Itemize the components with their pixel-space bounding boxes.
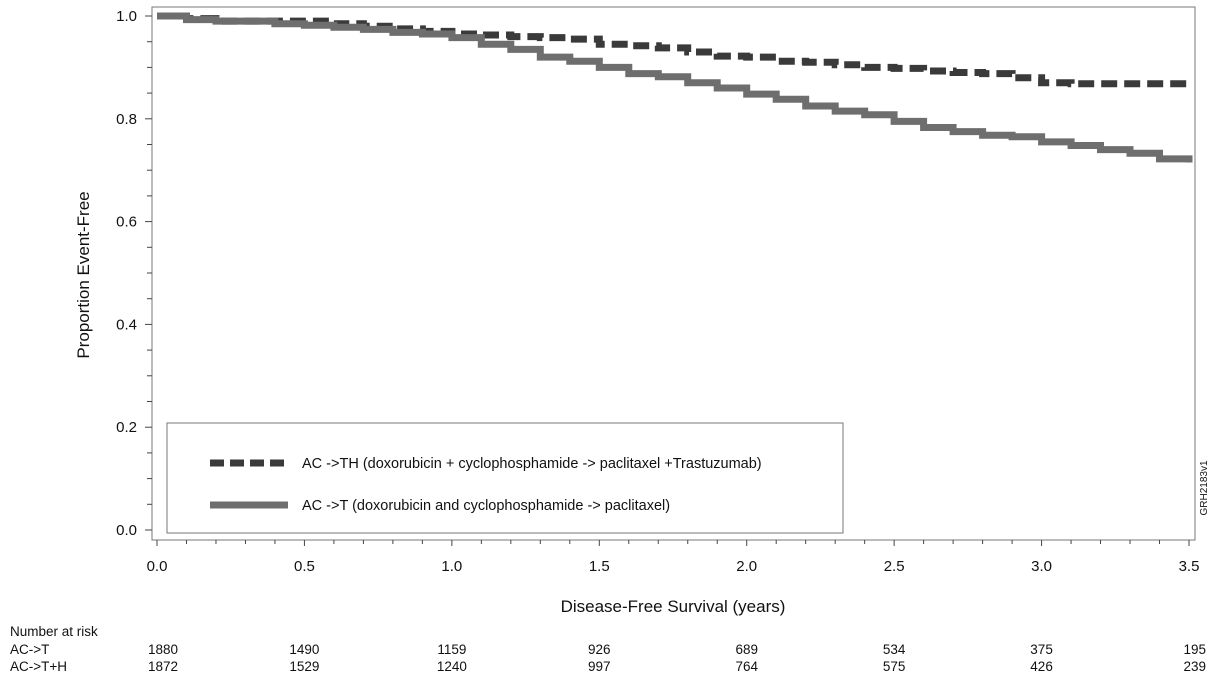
x-tick-label: 2.0	[736, 558, 757, 575]
x-tick-label: 3.0	[1031, 558, 1052, 575]
series-line-2	[157, 12, 1193, 163]
risk-value: 997	[588, 659, 611, 674]
risk-value: 534	[883, 642, 906, 657]
x-axis-label: Disease-Free Survival (years)	[561, 597, 786, 616]
y-tick-label: 0.8	[116, 111, 137, 128]
risk-value: 1872	[148, 659, 178, 674]
risk-value: 375	[1030, 642, 1053, 657]
legend-label-series-2: AC ->T (doxorubicin and cyclophosphamide…	[302, 498, 670, 514]
x-tick-label: 2.5	[884, 558, 905, 575]
x-tick-label: 0.0	[147, 558, 168, 575]
risk-value: 426	[1030, 659, 1053, 674]
x-tick-label: 1.0	[441, 558, 462, 575]
legend: AC ->TH (doxorubicin + cyclophosphamide …	[166, 422, 844, 534]
y-tick-label: 0.4	[116, 316, 137, 333]
risk-value: 1529	[289, 659, 319, 674]
y-tick-label: 0.0	[116, 522, 137, 539]
risk-value: 1490	[289, 642, 319, 657]
risk-value: 239	[1183, 659, 1206, 674]
legend-box	[166, 422, 844, 534]
risk-value: 195	[1183, 642, 1206, 657]
x-axis: 0.0 0.5 1.0 1.5 2.0 2.5 3.0 3.5	[147, 540, 1200, 575]
risk-row-label: AC->T+H	[10, 659, 67, 674]
y-tick-label: 0.2	[116, 419, 137, 436]
figure-code-watermark: GRH2183v1	[1199, 460, 1210, 515]
y-axis: 0.0 0.2 0.4 0.6 0.8 1.0	[116, 8, 152, 539]
risk-value: 764	[735, 659, 758, 674]
series-line-1	[157, 12, 1189, 88]
risk-table-title: Number at risk	[10, 624, 98, 639]
y-tick-label: 0.6	[116, 214, 137, 231]
x-tick-label: 3.5	[1179, 558, 1200, 575]
y-axis-label: Proportion Event-Free	[74, 191, 93, 358]
legend-label-series-1: AC ->TH (doxorubicin + cyclophosphamide …	[302, 456, 762, 472]
risk-value: 1240	[437, 659, 467, 674]
y-tick-label: 1.0	[116, 8, 137, 25]
risk-row-label: AC->T	[10, 642, 49, 657]
x-tick-label: 1.5	[589, 558, 610, 575]
risk-value: 689	[735, 642, 758, 657]
risk-values: 1880 1490 1159 926 689 534 375 195 1872 1529 1240 9…	[148, 642, 1206, 674]
series-layer	[157, 12, 1193, 163]
risk-value: 575	[883, 659, 906, 674]
risk-value: 1159	[437, 642, 466, 657]
risk-value: 926	[588, 642, 611, 657]
risk-table: Number at risk AC->T AC->T+H 1880 1490 115…	[10, 624, 1206, 674]
x-tick-label: 0.5	[294, 558, 315, 575]
risk-value: 1880	[148, 642, 178, 657]
